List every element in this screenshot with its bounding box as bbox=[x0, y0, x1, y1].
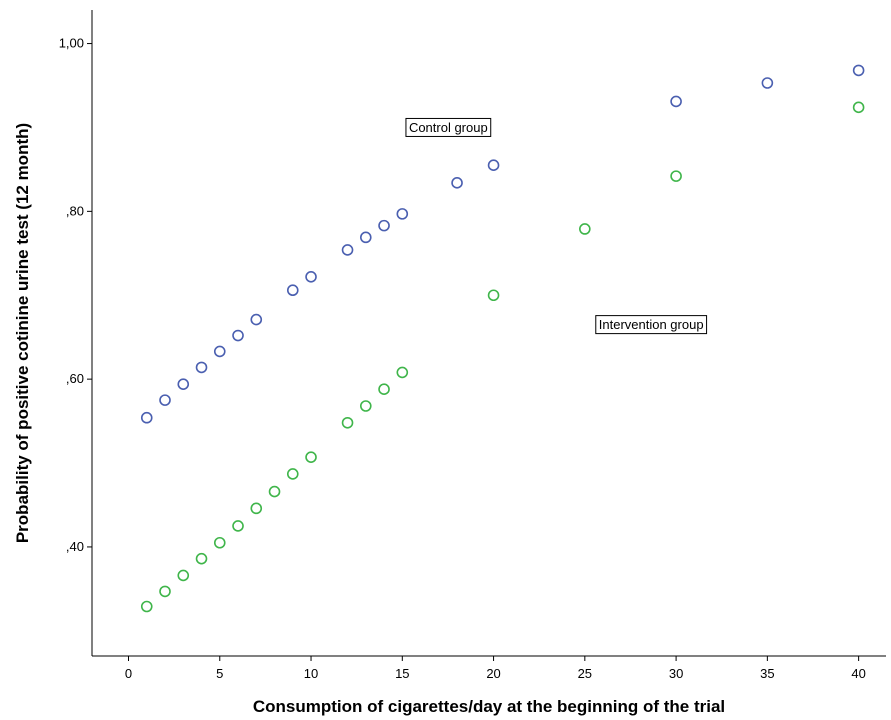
data-point-series-2 bbox=[396, 366, 409, 379]
data-point-series-2 bbox=[579, 223, 591, 235]
data-point-series-2 bbox=[487, 289, 500, 302]
data-point-series-1 bbox=[250, 313, 263, 326]
annotation-text: Control group bbox=[409, 120, 488, 135]
y-tick-label: 1,00 bbox=[59, 36, 84, 51]
x-tick-label: 20 bbox=[486, 666, 500, 681]
data-point-series-2 bbox=[177, 569, 190, 582]
data-points bbox=[140, 64, 865, 613]
x-tick-label: 35 bbox=[760, 666, 774, 681]
data-point-series-2 bbox=[268, 485, 281, 498]
y-ticks: ,40 ,60 ,80 1,00 bbox=[59, 36, 92, 554]
data-point-series-1 bbox=[195, 361, 208, 374]
y-tick-label: ,40 bbox=[66, 539, 84, 554]
data-point-series-2 bbox=[232, 520, 244, 532]
data-point-series-2 bbox=[213, 536, 226, 549]
data-point-series-1 bbox=[451, 177, 463, 189]
data-point-series-2 bbox=[250, 502, 263, 515]
y-tick-label: ,60 bbox=[66, 371, 84, 386]
axes bbox=[91, 10, 886, 657]
data-point-series-1 bbox=[305, 270, 317, 283]
annotation-label: Control group bbox=[405, 117, 492, 137]
data-point-series-2 bbox=[341, 416, 354, 429]
data-point-series-1 bbox=[232, 329, 244, 342]
data-point-series-2 bbox=[195, 552, 208, 565]
annotations: Control group Intervention group bbox=[405, 117, 708, 335]
x-tick-label: 10 bbox=[304, 666, 318, 681]
data-point-series-1 bbox=[378, 219, 390, 232]
x-tick-label: 5 bbox=[216, 666, 223, 681]
data-point-series-1 bbox=[487, 159, 500, 172]
annotation-box bbox=[405, 117, 492, 137]
annotation-text: Intervention group bbox=[599, 317, 704, 332]
data-point-series-2 bbox=[378, 383, 390, 396]
x-tick-label: 15 bbox=[395, 666, 409, 681]
data-point-series-1 bbox=[286, 284, 299, 297]
x-tick-label: 40 bbox=[851, 666, 865, 681]
data-point-series-2 bbox=[159, 585, 171, 598]
x-ticks: 0 5 10 15 20 25 30 35 40 bbox=[125, 656, 866, 681]
y-axis-title: Probability of positive cotinine urine t… bbox=[13, 123, 32, 543]
data-point-series-1 bbox=[670, 95, 682, 108]
data-point-series-1 bbox=[396, 208, 409, 220]
data-point-series-1 bbox=[761, 77, 774, 89]
x-axis-title: Consumption of cigarettes/day at the beg… bbox=[253, 697, 725, 716]
data-point-series-1 bbox=[359, 231, 372, 244]
x-tick-label: 30 bbox=[669, 666, 683, 681]
x-tick-label: 25 bbox=[578, 666, 592, 681]
data-point-series-2 bbox=[305, 451, 317, 463]
data-point-series-2 bbox=[359, 400, 372, 412]
data-point-series-2 bbox=[286, 468, 299, 480]
x-tick-label: 0 bbox=[125, 666, 132, 681]
data-point-series-1 bbox=[140, 411, 153, 424]
data-point-series-1 bbox=[213, 345, 226, 358]
annotation-box bbox=[595, 315, 708, 335]
data-point-series-2 bbox=[670, 170, 682, 182]
y-tick-label: ,80 bbox=[66, 203, 84, 218]
data-point-series-2 bbox=[140, 600, 153, 613]
data-point-series-1 bbox=[159, 394, 171, 406]
data-point-series-1 bbox=[177, 378, 190, 390]
annotation-label: Intervention group bbox=[595, 315, 708, 335]
data-point-series-1 bbox=[852, 64, 865, 77]
data-point-series-2 bbox=[852, 101, 865, 114]
data-point-series-1 bbox=[341, 244, 354, 256]
